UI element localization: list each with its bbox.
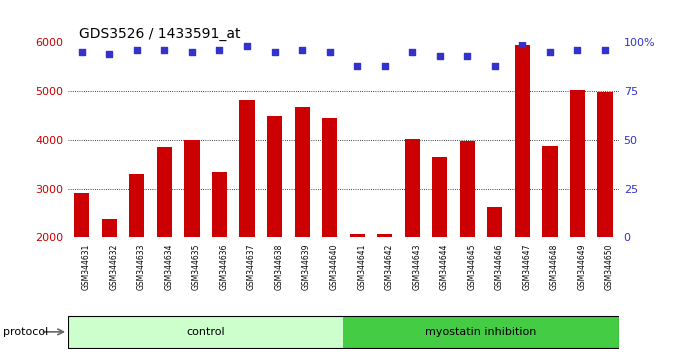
Text: GSM344632: GSM344632	[109, 244, 118, 290]
Bar	[322, 118, 337, 335]
Point	[545, 49, 556, 55]
Point	[462, 53, 473, 59]
Bar	[74, 193, 89, 335]
Text: GSM344643: GSM344643	[412, 244, 421, 290]
Point	[104, 51, 115, 57]
Point	[324, 49, 335, 55]
Text: GSM344646: GSM344646	[495, 244, 504, 290]
Text: GSM344650: GSM344650	[605, 244, 614, 290]
Point	[517, 41, 528, 47]
Point	[600, 47, 611, 53]
Point	[352, 63, 362, 69]
FancyBboxPatch shape	[343, 316, 619, 348]
Point	[214, 47, 225, 53]
Bar	[432, 157, 447, 335]
Point	[186, 49, 197, 55]
Text: myostatin inhibition: myostatin inhibition	[426, 327, 537, 337]
Text: GSM344637: GSM344637	[247, 244, 256, 290]
Text: protocol: protocol	[3, 327, 49, 337]
Point	[490, 63, 500, 69]
Text: GSM344638: GSM344638	[275, 244, 284, 290]
Text: GSM344648: GSM344648	[550, 244, 559, 290]
Text: GSM344645: GSM344645	[467, 244, 476, 290]
Text: GDS3526 / 1433591_at: GDS3526 / 1433591_at	[79, 28, 241, 41]
Text: GSM344647: GSM344647	[522, 244, 531, 290]
Point	[379, 63, 390, 69]
Point	[241, 44, 252, 49]
Point	[296, 47, 307, 53]
Bar	[377, 234, 392, 335]
Bar	[212, 172, 227, 335]
Text: GSM344644: GSM344644	[440, 244, 449, 290]
Text: GSM344640: GSM344640	[330, 244, 339, 290]
Text: GSM344634: GSM344634	[165, 244, 173, 290]
Bar	[294, 107, 309, 335]
Bar	[488, 207, 503, 335]
Bar	[239, 100, 254, 335]
Bar	[405, 139, 420, 335]
Point	[159, 47, 170, 53]
Point	[435, 53, 445, 59]
Point	[269, 49, 280, 55]
Bar	[157, 147, 172, 335]
Point	[572, 47, 583, 53]
Text: GSM344642: GSM344642	[385, 244, 394, 290]
Bar	[102, 219, 117, 335]
Bar	[460, 141, 475, 335]
Text: control: control	[186, 327, 225, 337]
Bar	[129, 174, 144, 335]
Text: GSM344633: GSM344633	[137, 244, 146, 290]
Bar	[184, 140, 199, 335]
Text: GSM344639: GSM344639	[302, 244, 311, 290]
Text: GSM344636: GSM344636	[220, 244, 228, 290]
Text: GSM344631: GSM344631	[82, 244, 90, 290]
Bar	[515, 45, 530, 335]
Text: GSM344641: GSM344641	[357, 244, 366, 290]
Bar	[267, 116, 282, 335]
Text: GSM344649: GSM344649	[577, 244, 586, 290]
Point	[131, 47, 142, 53]
Bar	[350, 234, 364, 335]
Point	[407, 49, 418, 55]
Point	[76, 49, 87, 55]
Bar	[543, 146, 558, 335]
Bar	[598, 92, 613, 335]
FancyBboxPatch shape	[68, 316, 343, 348]
Text: GSM344635: GSM344635	[192, 244, 201, 290]
Bar	[570, 90, 585, 335]
